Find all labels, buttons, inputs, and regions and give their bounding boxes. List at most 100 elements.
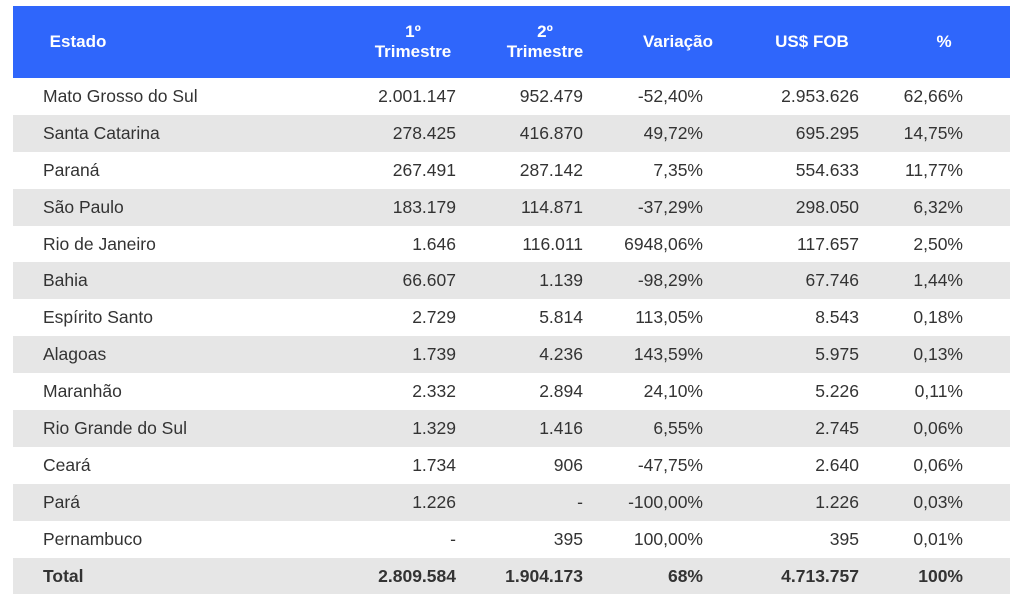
cell-trimestre-2: 1.904.173 (505, 565, 583, 586)
cell-trimestre-1: 278.425 (392, 122, 456, 143)
cell-trimestre-2: 1.139 (539, 270, 583, 291)
header-estado: Estado (49, 32, 107, 51)
cell-estado: Rio Grande do Sul (43, 418, 187, 439)
cell-estado: Ceará (43, 454, 91, 475)
total-row: Total 2.809.584 1.904.173 68% 4.713.757 100% (13, 557, 1010, 595)
cell-percent: 0,01% (913, 528, 963, 549)
cell-variacao: 49,72% (643, 122, 703, 143)
cell-trimestre-1: 1.739 (412, 344, 456, 365)
cell-trimestre-2: 395 (553, 528, 583, 549)
cell-variacao: 6,55% (653, 418, 703, 439)
cell-estado: Espírito Santo (43, 307, 153, 328)
cell-percent: 100% (918, 565, 963, 586)
table-row: Paraná 267.491 287.142 7,35% 554.633 11,77% (13, 152, 1010, 189)
table-row: Maranhão 2.332 2.894 24,10% 5.226 0,11% (13, 373, 1010, 410)
cell-estado: Total (43, 565, 84, 586)
cell-trimestre-2: 4.236 (539, 344, 583, 365)
cell-estado: Mato Grosso do Sul (43, 86, 198, 106)
cell-us-fob: 8.543 (815, 307, 859, 328)
header-percent: % (936, 32, 952, 51)
table-row: Alagoas 1.739 4.236 143,59% 5.975 0,13% (13, 336, 1010, 374)
cell-estado: Pará (43, 491, 80, 512)
cell-us-fob: 2.745 (815, 418, 859, 439)
table-header: Estado 1º Trimestre 2º Trimestre Variaçã… (13, 6, 1010, 78)
cell-trimestre-2: 116.011 (522, 233, 583, 254)
cell-variacao: -98,29% (637, 270, 703, 291)
cell-us-fob: 1.226 (815, 491, 859, 512)
cell-estado: Rio de Janeiro (43, 233, 156, 254)
cell-variacao: 7,35% (653, 159, 703, 180)
cell-trimestre-2: 906 (553, 454, 583, 475)
cell-variacao: 6948,06% (624, 233, 703, 254)
cell-trimestre-1: 2.332 (412, 381, 456, 402)
cell-us-fob: 395 (829, 528, 859, 549)
cell-us-fob: 4.713.757 (781, 565, 859, 586)
exports-table: Estado 1º Trimestre 2º Trimestre Variaçã… (13, 6, 1010, 595)
header-2-trimestre: 2º Trimestre (485, 6, 605, 78)
cell-us-fob: 298.050 (795, 196, 859, 217)
cell-us-fob: 2.953.626 (781, 86, 859, 106)
table-row: Rio de Janeiro 1.646 116.011 6948,06% 117.65… (13, 226, 1010, 263)
cell-trimestre-1: 1.329 (412, 418, 456, 439)
table-row: Santa Catarina 278.425 416.870 49,72% 695.29… (13, 114, 1010, 152)
cell-trimestre-2: 416.870 (519, 122, 583, 143)
cell-percent: 2,50% (913, 233, 963, 254)
cell-percent: 0,06% (913, 418, 963, 439)
table-row: Pará 1.226 - -100,00% 1.226 0,03% (13, 483, 1010, 521)
cell-us-fob: 2.640 (815, 454, 859, 475)
table-row: Bahia 66.607 1.139 -98,29% 67.746 1,44% (13, 262, 1010, 300)
cell-estado: Paraná (43, 159, 100, 180)
table-row: Mato Grosso do Sul 2.001.147 952.479 -52,40… (13, 78, 1010, 115)
cell-trimestre-2: 952.479 (519, 86, 583, 106)
cell-trimestre-2: 287.142 (519, 159, 583, 180)
cell-trimestre-1: 2.729 (412, 307, 456, 328)
header-1-trimestre-line1: 1º (405, 22, 421, 41)
cell-variacao: -37,29% (637, 196, 703, 217)
cell-us-fob: 5.975 (815, 344, 859, 365)
cell-percent: 14,75% (903, 122, 963, 143)
cell-variacao: 143,59% (633, 344, 703, 365)
cell-trimestre-1: 183.179 (392, 196, 456, 217)
cell-percent: 1,44% (913, 270, 963, 291)
cell-us-fob: 554.633 (795, 159, 859, 180)
cell-percent: 6,32% (913, 196, 963, 217)
cell-percent: 0,06% (913, 454, 963, 475)
cell-trimestre-1: 267.491 (392, 159, 456, 180)
cell-trimestre-1: 66.607 (402, 270, 456, 291)
cell-us-fob: 67.746 (805, 270, 859, 291)
cell-variacao: 68% (667, 565, 703, 586)
cell-us-fob: 117.657 (797, 233, 859, 254)
cell-percent: 0,03% (913, 491, 963, 512)
cell-trimestre-1: 1.646 (412, 233, 456, 254)
cell-trimestre-1: 1.226 (412, 491, 456, 512)
header-1-trimestre: 1º Trimestre (353, 6, 473, 78)
cell-variacao: 100,00% (633, 528, 703, 549)
header-2-trimestre-line2: Trimestre (506, 42, 584, 61)
cell-estado: Pernambuco (43, 528, 143, 549)
table-row: Pernambuco - 395 100,00% 395 0,01% (13, 521, 1010, 558)
cell-percent: 62,66% (903, 86, 963, 106)
header-2-trimestre-line1: 2º (537, 22, 553, 41)
cell-variacao: -47,75% (637, 454, 703, 475)
cell-trimestre-2: 5.814 (539, 307, 583, 328)
cell-estado: Maranhão (43, 381, 122, 402)
cell-percent: 11,77% (904, 159, 963, 180)
cell-variacao: 24,10% (643, 381, 703, 402)
header-variacao: Variação (643, 32, 713, 51)
cell-variacao: 113,05% (635, 307, 703, 328)
cell-variacao: -100,00% (628, 491, 703, 512)
table-row: Ceará 1.734 906 -47,75% 2.640 0,06% (13, 447, 1010, 484)
cell-trimestre-1: 1.734 (412, 454, 456, 475)
table-body: Mato Grosso do Sul 2.001.147 952.479 -52,40… (13, 78, 1010, 595)
header-us-fob: US$ FOB (775, 32, 849, 51)
cell-percent: 0,18% (913, 307, 963, 328)
cell-trimestre-1: - (450, 528, 456, 549)
cell-variacao: -52,40% (637, 86, 703, 106)
cell-trimestre-2: 2.894 (539, 381, 583, 402)
cell-trimestre-2: 1.416 (539, 418, 583, 439)
cell-estado: Bahia (43, 270, 88, 291)
table-row: São Paulo 183.179 114.871 -37,29% 298.050 6,3… (13, 188, 1010, 226)
cell-trimestre-2: - (577, 491, 583, 512)
cell-trimestre-1: 2.809.584 (378, 565, 456, 586)
cell-us-fob: 695.295 (795, 122, 859, 143)
